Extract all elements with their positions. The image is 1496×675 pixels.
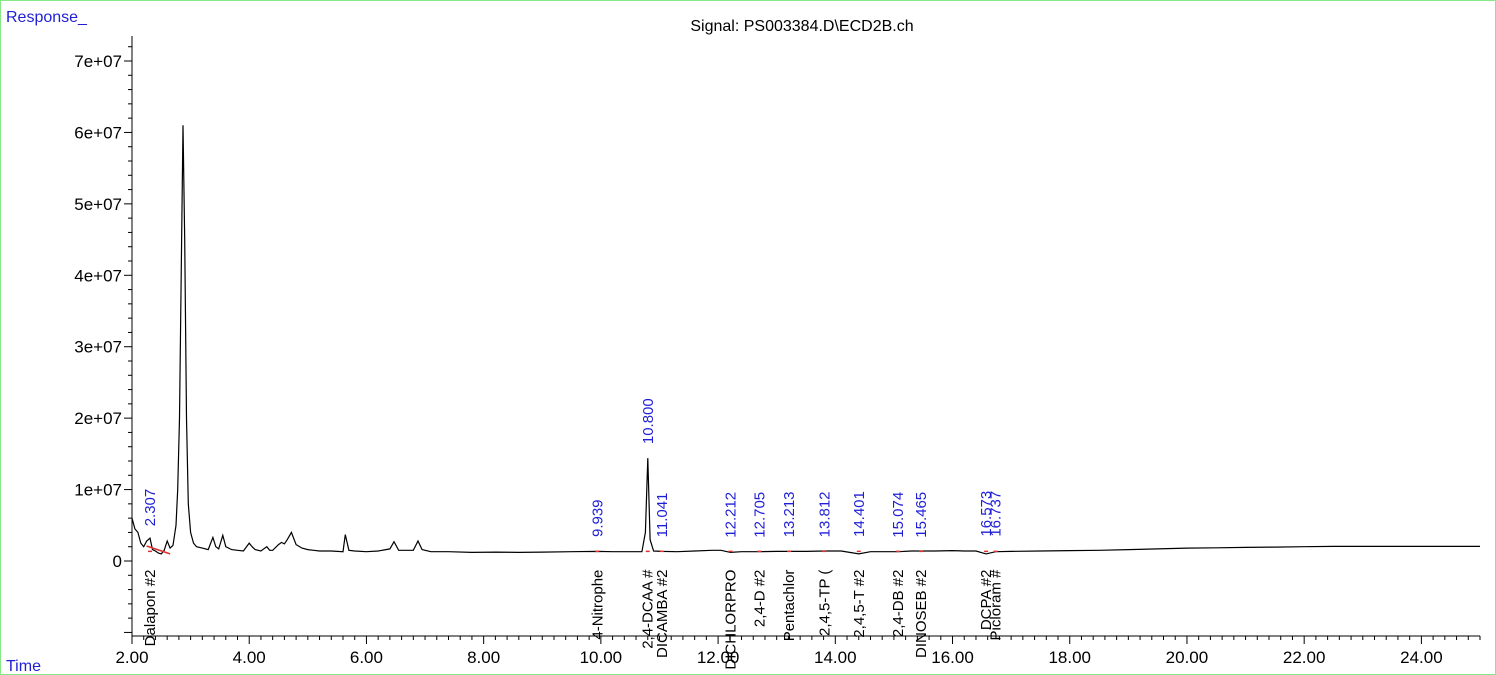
y-tick-label: 1e+07 [74, 481, 122, 500]
peak-retention-time: 12.705 [751, 492, 768, 538]
peak-retention-time: 15.465 [913, 492, 930, 538]
axes: 2.00 4.00 6.00 8.00 10.00 12.00 14.00 16.00 18.0… [74, 36, 1481, 667]
x-tick-label: 24.00 [1400, 648, 1443, 667]
x-tick-label: 2.00 [115, 648, 148, 667]
peak-compound-name: Dalapon #2 [142, 570, 159, 647]
x-tick-label: 4.00 [233, 648, 266, 667]
peak-compound-name: DICAMBA #2 [654, 570, 671, 658]
y-tick-label: 0 [113, 552, 122, 571]
peak-compound-name: 2,4-DCAA # [640, 569, 657, 649]
x-tick-label: 10.00 [580, 648, 623, 667]
peak-compound-name: 2,4,5-TP ( [816, 570, 833, 636]
peak-retention-time: 16.573 [978, 491, 995, 537]
x-tick-label: 6.00 [350, 648, 383, 667]
peak-retention-time: 16.737 [988, 491, 1005, 537]
peak-compound-name: DINOSEB #2 [913, 570, 930, 658]
x-tick-label: 12.00 [697, 648, 740, 667]
peak-compound-name: 2,4-DB #2 [890, 570, 907, 638]
y-tick-label: 6e+07 [74, 123, 122, 142]
peak-retention-time: 10.800 [640, 398, 657, 444]
peak-retention-time: 12.212 [723, 492, 740, 538]
signal-trace [131, 125, 1480, 555]
integration-baseline [146, 545, 171, 555]
y-tick-label: 7e+07 [74, 52, 122, 71]
y-tick-label: 2e+07 [74, 409, 122, 428]
x-tick-label: 18.00 [1048, 648, 1091, 667]
signal-trace-group [131, 125, 1480, 555]
y-axis-label: Response_ [6, 9, 88, 26]
peak-retention-time: 9.939 [589, 499, 606, 537]
y-tick-label: 3e+07 [74, 338, 122, 357]
peak-retention-time: 14.401 [851, 491, 868, 537]
peak-retention-time: 13.812 [816, 491, 833, 537]
peak-compound-name: 2,4-D #2 [751, 570, 768, 628]
chart-title: Signal: PS003384.D\ECD2B.ch [690, 18, 913, 35]
y-tick-label: 5e+07 [74, 195, 122, 214]
peak-retention-time: 13.213 [781, 491, 798, 537]
x-tick-label: 20.00 [1166, 648, 1209, 667]
x-tick-label: 14.00 [814, 648, 857, 667]
x-tick-label: 8.00 [467, 648, 500, 667]
x-axis-label: Time [6, 658, 41, 675]
y-tick-label: 4e+07 [74, 266, 122, 285]
peak-compound-name: 2,4,5-T #2 [851, 570, 868, 638]
peak-compound-name: DCPA #2 [978, 570, 995, 631]
peak-compound-name: Picloram # [988, 569, 1005, 641]
peak-annotations: 2.307 Dalapon #2 9.939 4-Nitrophe 10.800 2,4-… [142, 398, 1005, 669]
peak-compound-name: DICHLORPRO [723, 570, 740, 670]
peak-retention-time: 2.307 [142, 489, 159, 527]
peak-retention-time: 15.074 [890, 492, 907, 538]
peak-compound-name: Pentachlor [781, 570, 798, 642]
peak-retention-time: 11.041 [654, 493, 671, 538]
x-tick-label: 22.00 [1283, 648, 1326, 667]
x-tick-label: 16.00 [931, 648, 974, 667]
peak-compound-name: 4-Nitrophe [589, 570, 606, 640]
